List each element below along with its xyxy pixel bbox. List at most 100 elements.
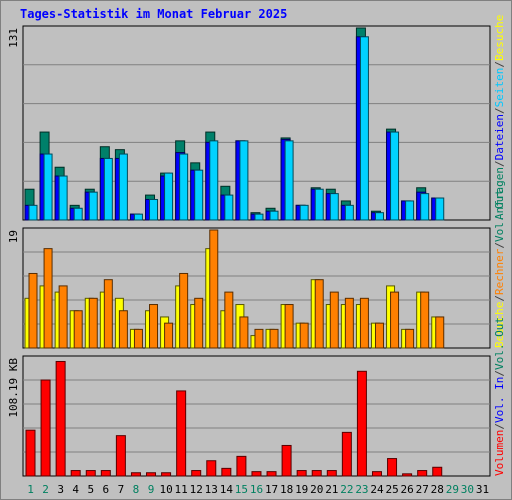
middle-bar-rechner-day-23 bbox=[359, 297, 369, 349]
middle-bar-rechner-day-11 bbox=[179, 272, 189, 349]
middle-max-label: 19 bbox=[7, 230, 20, 243]
top-legend-entry: Seiten bbox=[493, 68, 506, 108]
bottom-bar-volumen-day-12 bbox=[191, 470, 202, 477]
middle-bar-rechner-day-25 bbox=[390, 291, 400, 349]
top-bar-seiten-day-6 bbox=[103, 157, 113, 221]
top-bar-seiten-day-8 bbox=[133, 213, 143, 221]
day-label-29: 29 bbox=[446, 483, 459, 496]
top-bar-seiten-day-16 bbox=[254, 213, 264, 221]
middle-legend-entry: Rechner bbox=[493, 248, 506, 295]
middle-bar-rechner-day-10 bbox=[164, 322, 174, 349]
middle-bar-rechner-day-20 bbox=[314, 279, 324, 349]
top-bar-seiten-day-24 bbox=[374, 212, 384, 221]
top-bar-seiten-day-22 bbox=[344, 204, 354, 221]
top-legend-entry: / bbox=[493, 61, 506, 68]
bottom-bar-volumen-day-25 bbox=[387, 458, 398, 477]
top-bar-seiten-day-17 bbox=[269, 210, 279, 221]
top-legend-entry: Dateien bbox=[493, 114, 506, 160]
chart-title: Tages-Statistik im Monat Februar 2025 bbox=[20, 7, 288, 21]
middle-bar-rechner-day-28 bbox=[435, 316, 445, 349]
bottom-bar-volumen-day-9 bbox=[146, 472, 157, 477]
middle-bar-rechner-day-14 bbox=[224, 291, 234, 349]
middle-bar-rechner-day-27 bbox=[420, 291, 430, 349]
top-bar-seiten-day-26 bbox=[405, 200, 415, 221]
bottom-bar-volumen-day-24 bbox=[371, 471, 382, 477]
middle-bar-rechner-day-1 bbox=[28, 272, 38, 349]
day-label-20: 20 bbox=[310, 483, 323, 496]
bottom-legend-entry: Volumen bbox=[493, 430, 506, 476]
top-bar-seiten-day-14 bbox=[224, 194, 234, 221]
top-bar-seiten-day-9 bbox=[149, 198, 159, 221]
top-bar-seiten-day-20 bbox=[314, 188, 324, 221]
top-legend: Anfragen/Dateien/Seiten/Besuche bbox=[493, 15, 506, 220]
top-bar-seiten-day-3 bbox=[58, 175, 68, 221]
middle-bar-rechner-day-4 bbox=[73, 310, 83, 349]
middle-legend-entry: Besuche bbox=[493, 302, 506, 348]
bottom-bar-volumen-day-19 bbox=[296, 470, 307, 477]
middle-bar-rechner-day-2 bbox=[43, 248, 53, 349]
bottom-bar-volumen-day-2 bbox=[40, 379, 51, 477]
day-label-26: 26 bbox=[401, 483, 414, 496]
middle-legend-entry: / bbox=[493, 242, 506, 249]
top-legend-entry: Anfragen bbox=[493, 167, 506, 220]
bottom-bar-volumen-day-8 bbox=[130, 472, 141, 477]
middle-bar-rechner-day-18 bbox=[284, 304, 294, 349]
bottom-bar-volumen-day-16 bbox=[251, 471, 262, 477]
bottom-bar-volumen-day-22 bbox=[341, 431, 352, 477]
top-legend-entry: Besuche bbox=[493, 15, 506, 61]
bottom-bar-volumen-day-11 bbox=[176, 390, 187, 477]
top-bar-seiten-day-15 bbox=[239, 140, 249, 221]
top-bar-seiten-day-11 bbox=[179, 153, 189, 221]
middle-bar-rechner-day-12 bbox=[194, 297, 204, 349]
middle-bar-rechner-day-24 bbox=[374, 322, 384, 349]
bottom-bar-volumen-day-14 bbox=[221, 467, 232, 477]
day-label-12: 12 bbox=[190, 483, 203, 496]
middle-bar-rechner-day-8 bbox=[133, 328, 143, 349]
top-bar-seiten-day-10 bbox=[164, 172, 174, 221]
middle-bar-rechner-day-26 bbox=[405, 328, 415, 349]
day-label-4: 4 bbox=[72, 483, 79, 496]
middle-bar-rechner-day-22 bbox=[344, 297, 354, 349]
top-bar-seiten-day-1 bbox=[28, 204, 38, 221]
day-label-18: 18 bbox=[280, 483, 293, 496]
top-bar-seiten-day-12 bbox=[194, 169, 204, 221]
bottom-bar-volumen-day-10 bbox=[161, 472, 172, 477]
top-bar-seiten-day-23 bbox=[359, 36, 369, 221]
middle-bar-rechner-day-21 bbox=[329, 291, 339, 349]
bottom-bar-volumen-day-26 bbox=[402, 473, 413, 477]
top-bar-seiten-day-21 bbox=[329, 193, 339, 221]
middle-bar-rechner-day-3 bbox=[58, 285, 68, 349]
day-label-19: 19 bbox=[295, 483, 308, 496]
bottom-bar-volumen-day-5 bbox=[85, 470, 96, 477]
day-label-25: 25 bbox=[385, 483, 398, 496]
top-bar-seiten-day-27 bbox=[420, 193, 430, 221]
day-label-3: 3 bbox=[57, 483, 64, 496]
bottom-bar-volumen-day-17 bbox=[266, 471, 277, 477]
bottom-bar-volumen-day-15 bbox=[236, 455, 247, 477]
bottom-legend-entry: Vol. Out bbox=[493, 317, 506, 370]
middle-bar-rechner-day-9 bbox=[149, 304, 159, 349]
day-label-16: 16 bbox=[250, 483, 263, 496]
day-label-31: 31 bbox=[476, 483, 489, 496]
bottom-bar-volumen-day-3 bbox=[55, 360, 66, 477]
day-label-30: 30 bbox=[461, 483, 474, 496]
top-bar-seiten-day-13 bbox=[209, 140, 219, 221]
top-bar-seiten-day-5 bbox=[88, 191, 98, 221]
bottom-bar-volumen-day-7 bbox=[115, 435, 126, 477]
bottom-bar-volumen-day-18 bbox=[281, 444, 292, 477]
day-label-9: 9 bbox=[148, 483, 155, 496]
middle-bar-rechner-day-19 bbox=[299, 322, 309, 349]
bottom-legend-entry: Vol. In bbox=[493, 377, 506, 423]
top-bar-seiten-day-28 bbox=[435, 197, 445, 221]
top-bar-seiten-day-7 bbox=[118, 153, 128, 221]
day-label-22: 22 bbox=[340, 483, 353, 496]
day-label-15: 15 bbox=[235, 483, 248, 496]
bottom-bar-volumen-day-23 bbox=[356, 370, 367, 477]
middle-bar-rechner-day-13 bbox=[209, 229, 219, 349]
day-label-7: 7 bbox=[118, 483, 125, 496]
top-legend-entry: / bbox=[493, 160, 506, 167]
bottom-legend-entry: / bbox=[493, 423, 506, 430]
